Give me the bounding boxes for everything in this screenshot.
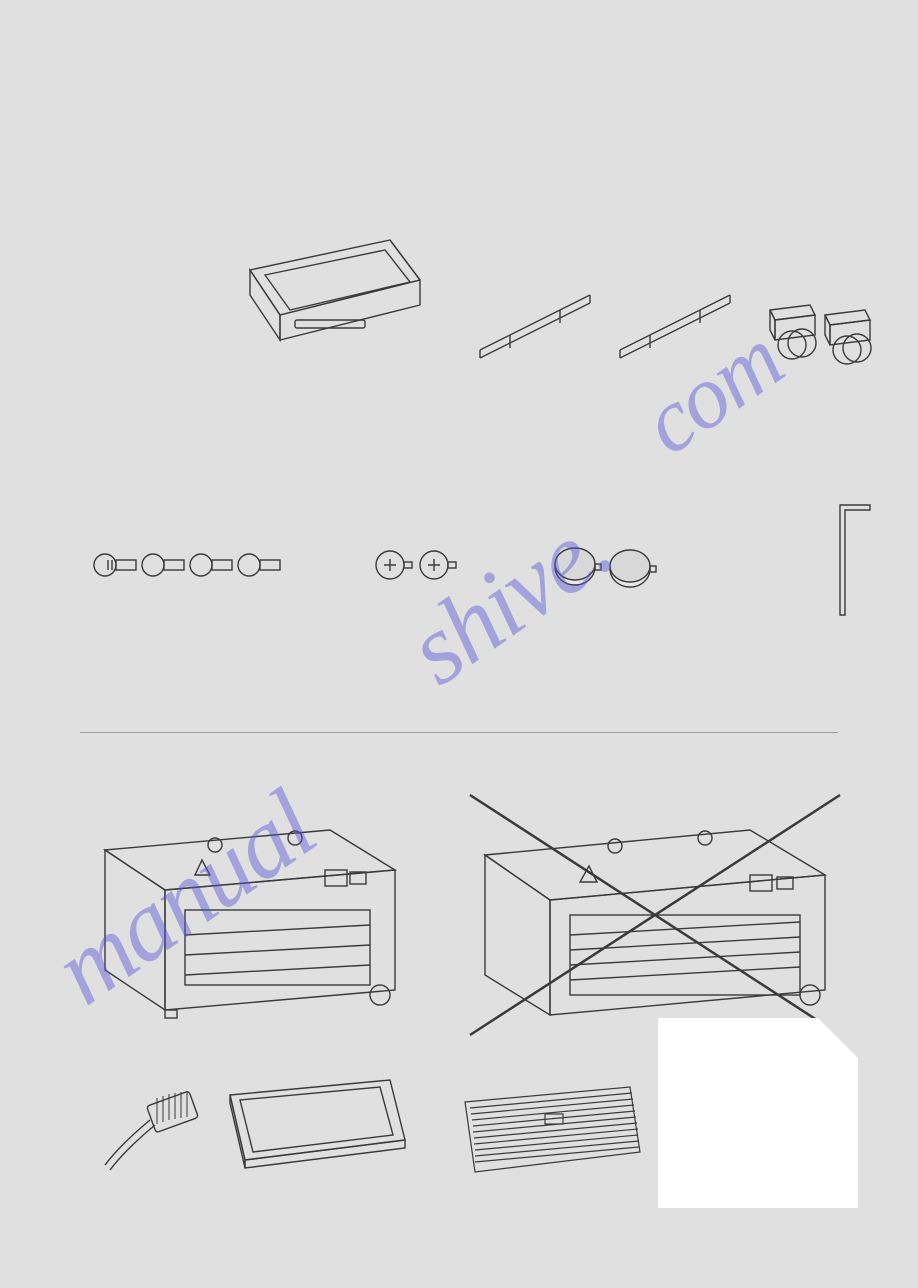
brush-icon [95,1080,205,1180]
panel-drawer [220,220,440,386]
page-root: com shive.manual [0,0,918,1288]
casters-icon [760,295,880,375]
screws-icon [370,540,470,590]
note-card [658,1018,858,1208]
panel-rail-left [470,280,600,370]
panel-screws [370,540,470,590]
note-card-text [658,1018,858,1080]
panel-casters [760,295,880,375]
machine-incorrect-icon [465,790,845,1040]
hexkey-icon [830,495,880,625]
rail-right-icon [610,280,740,370]
panel-rail-right [610,280,740,370]
bolts-icon [90,540,290,590]
panel-hexkey [830,495,880,625]
rail-left-icon [470,280,600,370]
grate-icon [450,1072,650,1182]
separator-line [80,732,838,733]
knobs-icon [550,540,670,595]
driptray-icon [210,1060,420,1190]
drawer-icon [220,220,440,380]
panel-knobs [550,540,670,595]
panel-bolts [90,540,290,590]
panel-grate [450,1072,650,1182]
panel-driptray [210,1060,420,1190]
machine-correct-icon [95,790,405,1030]
panel-machine-correct [95,790,405,1030]
panel-brush [95,1080,205,1180]
panel-machine-incorrect [465,790,845,1040]
